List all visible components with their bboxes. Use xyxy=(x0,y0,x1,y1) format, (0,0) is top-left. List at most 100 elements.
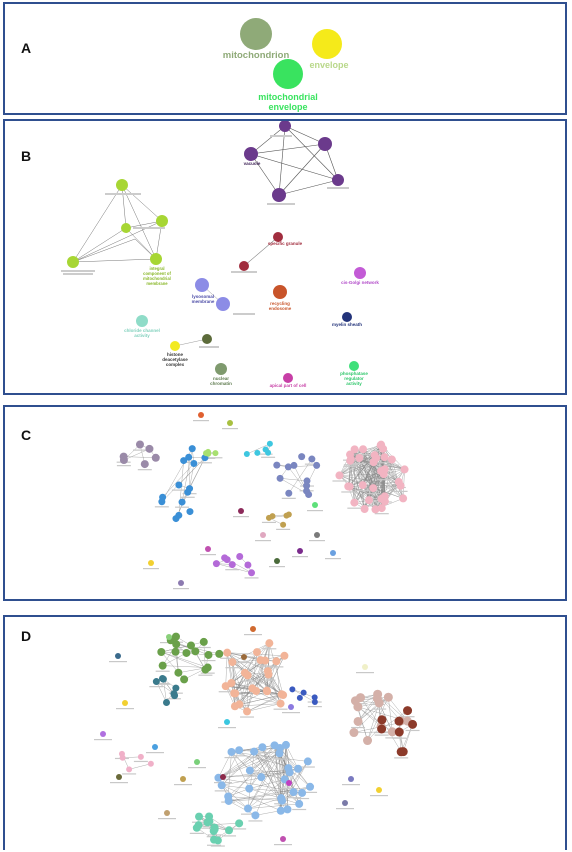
c-cyan-node[interactable] xyxy=(267,441,273,447)
d-salmon-node[interactable] xyxy=(223,649,231,657)
c-single-node[interactable] xyxy=(297,548,303,554)
node-lysosomal-2[interactable] xyxy=(216,297,230,311)
d-single-node[interactable] xyxy=(164,810,170,816)
d-lightblue-node[interactable] xyxy=(294,765,302,773)
d-single-node[interactable] xyxy=(194,759,200,765)
c-pink-node[interactable] xyxy=(335,471,343,479)
d-teal-node[interactable] xyxy=(195,821,203,829)
d-single-node[interactable] xyxy=(280,836,286,842)
d-salmon-node[interactable] xyxy=(222,682,230,690)
d-lightblue-node[interactable] xyxy=(244,805,252,813)
c-blue-node[interactable] xyxy=(180,457,187,464)
c-cyan-node[interactable] xyxy=(254,450,260,456)
d-single-node[interactable] xyxy=(241,654,247,660)
c-gray-node[interactable] xyxy=(145,445,153,453)
d-single-node[interactable] xyxy=(250,626,256,632)
c-purple-node[interactable] xyxy=(213,560,220,567)
c-single-node[interactable] xyxy=(178,580,184,586)
d-rose-node[interactable] xyxy=(373,694,382,703)
c-blue-node[interactable] xyxy=(158,498,165,505)
c-olive-node[interactable] xyxy=(270,513,276,519)
c-gray-node[interactable] xyxy=(136,441,144,449)
d-teal-node[interactable] xyxy=(225,826,233,834)
d-lightblue-node[interactable] xyxy=(283,805,291,813)
c-slate-node[interactable] xyxy=(277,475,284,482)
c-gray-node[interactable] xyxy=(120,456,128,464)
c-pink-node[interactable] xyxy=(347,455,355,463)
d-green-node[interactable] xyxy=(159,662,167,670)
c-blue-node[interactable] xyxy=(189,445,196,452)
d-lightblue-node[interactable] xyxy=(284,764,292,772)
node-mitochondrion[interactable] xyxy=(240,18,272,50)
d-indigo-node[interactable] xyxy=(312,699,318,705)
d-single-node[interactable] xyxy=(348,776,354,782)
d-mauve-node[interactable] xyxy=(126,766,132,772)
d-salmon-node[interactable] xyxy=(265,639,273,647)
d-mauve-node[interactable] xyxy=(148,761,154,767)
d-single-node[interactable] xyxy=(220,774,226,780)
c-purple-node[interactable] xyxy=(244,561,251,568)
c-purple-node[interactable] xyxy=(248,569,255,576)
c-single-node[interactable] xyxy=(205,546,211,552)
d-lightblue-node[interactable] xyxy=(258,743,266,751)
c-gray-node[interactable] xyxy=(152,454,160,462)
d-rose-node[interactable] xyxy=(384,693,393,702)
c-blue-node[interactable] xyxy=(190,460,197,467)
c-cyan-node[interactable] xyxy=(244,451,250,457)
d-salmon-node[interactable] xyxy=(231,689,239,697)
node-nuclear-chromatin[interactable] xyxy=(215,363,227,375)
c-single-node[interactable] xyxy=(330,550,336,556)
node-vacuole-3[interactable] xyxy=(244,147,258,161)
d-mauve-node[interactable] xyxy=(138,754,144,760)
d-indigo-node[interactable] xyxy=(297,695,303,701)
d-lightblue-node[interactable] xyxy=(295,800,303,808)
c-single-node[interactable] xyxy=(227,420,233,426)
node-mito-2[interactable] xyxy=(156,215,168,227)
d-single-node[interactable] xyxy=(224,719,230,725)
node-specific-granule-2[interactable] xyxy=(239,261,249,271)
c-pink-node[interactable] xyxy=(397,482,405,490)
d-single-node[interactable] xyxy=(376,787,382,793)
d-salmon-node[interactable] xyxy=(264,671,272,679)
c-pink-node[interactable] xyxy=(350,499,358,507)
d-rose-node[interactable] xyxy=(353,702,362,711)
d-lightblue-node[interactable] xyxy=(271,741,279,749)
d-lightblue-node[interactable] xyxy=(250,748,258,756)
c-pink-node[interactable] xyxy=(377,441,385,449)
d-maroon-node[interactable] xyxy=(394,717,403,726)
d-salmon-node[interactable] xyxy=(280,652,288,660)
c-slate-node[interactable] xyxy=(305,491,312,498)
d-teal-node[interactable] xyxy=(210,836,218,844)
d-green-node[interactable] xyxy=(204,651,212,659)
d-lightblue-node[interactable] xyxy=(245,785,253,793)
d-steel-node[interactable] xyxy=(172,685,179,692)
d-maroon-node[interactable] xyxy=(377,715,386,724)
c-pink-node[interactable] xyxy=(365,496,373,504)
d-green-node[interactable] xyxy=(180,675,188,683)
c-single-node[interactable] xyxy=(238,508,244,514)
c-slate-node[interactable] xyxy=(298,453,305,460)
c-lime-node[interactable] xyxy=(205,449,211,455)
d-green-node[interactable] xyxy=(200,638,208,646)
node-chloride-channel[interactable] xyxy=(136,315,148,327)
c-purple-node[interactable] xyxy=(224,556,231,563)
node-recycling-endosome[interactable] xyxy=(273,285,287,299)
d-steel-node[interactable] xyxy=(163,699,170,706)
d-lightblue-node[interactable] xyxy=(227,748,235,756)
d-teal-node[interactable] xyxy=(235,819,243,827)
d-green-node[interactable] xyxy=(201,666,209,674)
d-lightblue-node[interactable] xyxy=(277,807,285,815)
node-histone-partner[interactable] xyxy=(202,334,212,344)
node-mito-4[interactable] xyxy=(67,256,79,268)
d-rose-node[interactable] xyxy=(363,736,372,745)
d-lightblue-node[interactable] xyxy=(218,781,226,789)
d-mauve-node[interactable] xyxy=(119,751,125,757)
d-lightblue-node[interactable] xyxy=(225,797,233,805)
d-salmon-node[interactable] xyxy=(248,684,256,692)
d-lightblue-node[interactable] xyxy=(298,789,306,797)
node-mito-5[interactable] xyxy=(150,253,162,265)
d-single-node[interactable] xyxy=(342,800,348,806)
c-blue-node[interactable] xyxy=(186,508,193,515)
c-slate-node[interactable] xyxy=(313,462,320,469)
c-olive-node[interactable] xyxy=(280,522,286,528)
